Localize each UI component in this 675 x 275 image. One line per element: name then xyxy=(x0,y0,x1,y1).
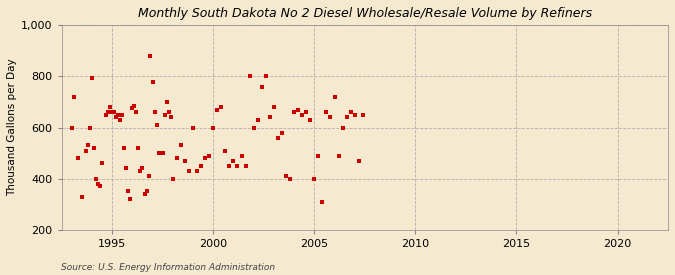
Point xyxy=(109,110,119,114)
Point xyxy=(127,106,138,111)
Point xyxy=(149,110,160,114)
Point xyxy=(125,197,136,201)
Y-axis label: Thousand Gallons per Day: Thousand Gallons per Day xyxy=(7,59,17,196)
Point xyxy=(256,84,267,89)
Point xyxy=(111,115,122,120)
Text: Source: U.S. Energy Information Administration: Source: U.S. Energy Information Administ… xyxy=(61,263,275,272)
Point xyxy=(113,112,124,117)
Point xyxy=(137,166,148,170)
Point xyxy=(248,125,259,130)
Point xyxy=(236,153,247,158)
Point xyxy=(165,115,176,120)
Point xyxy=(338,125,348,130)
Point xyxy=(103,110,113,114)
Point xyxy=(139,192,150,196)
Point xyxy=(321,110,332,114)
Point xyxy=(72,156,83,160)
Point xyxy=(153,151,164,155)
Point xyxy=(232,164,243,168)
Point xyxy=(309,177,320,181)
Point xyxy=(305,118,316,122)
Point xyxy=(155,151,166,155)
Point xyxy=(131,110,142,114)
Point xyxy=(147,79,158,84)
Point xyxy=(129,104,140,108)
Point xyxy=(180,159,190,163)
Point xyxy=(301,110,312,114)
Point xyxy=(346,110,356,114)
Point xyxy=(224,164,235,168)
Title: Monthly South Dakota No 2 Diesel Wholesale/Resale Volume by Refiners: Monthly South Dakota No 2 Diesel Wholesa… xyxy=(138,7,592,20)
Point xyxy=(92,182,103,186)
Point xyxy=(121,166,132,170)
Point xyxy=(135,169,146,173)
Point xyxy=(216,105,227,109)
Point xyxy=(220,148,231,153)
Point xyxy=(313,153,324,158)
Point xyxy=(163,110,174,114)
Point xyxy=(269,105,279,109)
Point xyxy=(97,161,107,166)
Point xyxy=(212,108,223,112)
Point xyxy=(90,177,101,181)
Point xyxy=(119,146,130,150)
Point xyxy=(188,125,198,130)
Point xyxy=(159,112,170,117)
Point xyxy=(208,125,219,130)
Point xyxy=(297,112,308,117)
Point xyxy=(141,189,152,194)
Point xyxy=(240,164,251,168)
Point xyxy=(117,112,128,117)
Point xyxy=(151,123,162,127)
Point xyxy=(350,112,360,117)
Point xyxy=(161,100,172,104)
Point xyxy=(354,159,364,163)
Point xyxy=(107,110,117,114)
Point xyxy=(277,130,288,135)
Point xyxy=(325,115,336,120)
Point xyxy=(84,125,95,130)
Point xyxy=(80,148,91,153)
Point xyxy=(86,75,97,80)
Point xyxy=(342,115,352,120)
Point xyxy=(105,105,115,109)
Point xyxy=(289,110,300,114)
Point xyxy=(171,156,182,160)
Point xyxy=(228,159,239,163)
Point xyxy=(66,125,77,130)
Point xyxy=(265,115,275,120)
Point xyxy=(252,118,263,122)
Point xyxy=(317,199,328,204)
Point xyxy=(176,143,186,148)
Point xyxy=(293,108,304,112)
Point xyxy=(273,136,284,140)
Point xyxy=(281,174,292,178)
Point xyxy=(157,151,168,155)
Point xyxy=(329,95,340,99)
Point xyxy=(200,156,211,160)
Point xyxy=(204,153,215,158)
Point xyxy=(95,184,105,189)
Point xyxy=(76,194,87,199)
Point xyxy=(101,112,111,117)
Point xyxy=(68,95,79,99)
Point xyxy=(167,177,178,181)
Point xyxy=(144,54,155,58)
Point xyxy=(261,74,271,79)
Point xyxy=(133,146,144,150)
Point xyxy=(196,164,207,168)
Point xyxy=(82,143,93,148)
Point xyxy=(285,177,296,181)
Point xyxy=(192,169,202,173)
Point xyxy=(358,112,369,117)
Point xyxy=(88,146,99,150)
Point xyxy=(115,118,126,122)
Point xyxy=(143,174,154,178)
Point xyxy=(244,74,255,79)
Point xyxy=(184,169,194,173)
Point xyxy=(333,153,344,158)
Point xyxy=(123,189,134,194)
